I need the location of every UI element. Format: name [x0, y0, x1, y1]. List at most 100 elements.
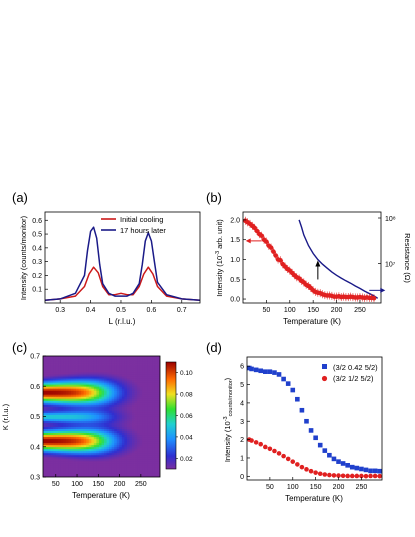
panel-d-xtick-label: 50	[266, 484, 274, 491]
panel-d-ytick-label: 6	[240, 364, 244, 371]
panel-d-point-square	[345, 463, 350, 468]
panel-d-point-circle	[313, 470, 318, 475]
panel-b-ylabel-pre: Intensity (10	[215, 256, 224, 297]
panel-c-ytick-label: 0.4	[30, 444, 40, 451]
panel-d-point-square	[313, 435, 318, 440]
panel-b-ytick-label: 1.0	[230, 257, 240, 264]
legend-marker-1-2	[322, 376, 327, 381]
panel-d-ytick-label: 3	[240, 419, 244, 426]
panel-d-point-square	[277, 372, 282, 377]
panel-c-colorbar-tick-label: 0.06	[180, 413, 193, 420]
panel-d-xtick-label: 150	[310, 484, 322, 491]
panel-c-xtick-label: 150	[92, 481, 104, 488]
panel-label-c: (c)	[12, 340, 27, 355]
panel-b-marks	[243, 217, 378, 303]
panel-c-colorbar	[166, 362, 176, 469]
panel-a-xtick-label: 0.6	[147, 307, 157, 314]
panel-b-xlabel: Temperature (K)	[283, 317, 341, 326]
panel-d-xlabel: Temperature (K)	[285, 494, 343, 503]
panel-a-legend: Initial cooling 17 hours later	[101, 215, 166, 235]
panel-b-ylabel-post: arb. unit)	[215, 219, 224, 251]
panel-c-xtick-label: 50	[52, 481, 60, 488]
panel-b-point	[259, 233, 264, 238]
panel-c-ytick-label: 0.3	[30, 475, 40, 482]
panel-c-xtick-label: 100	[71, 481, 83, 488]
panel-b-ytick-label: 0.5	[230, 277, 240, 284]
panel-a-ytick-label: 0.1	[32, 287, 42, 294]
panel-a-xlabel: L (r.l.u.)	[109, 317, 136, 326]
panel-c-ylabel: K (r.l.u.)	[1, 403, 10, 430]
panel-d-point-square	[286, 381, 291, 386]
legend-marker-0.42	[322, 364, 327, 369]
panel-b-xtick-label: 200	[331, 307, 343, 314]
panel-d-xtick-label: 250	[356, 484, 368, 491]
panel-b-xtick-label: 250	[354, 307, 366, 314]
panel-d-point-square	[336, 459, 341, 464]
panel-d-point-circle	[254, 440, 259, 445]
panel-d-point-square	[332, 457, 337, 462]
panel-d-point-square	[304, 419, 309, 424]
panel-b-arrowhead-right	[380, 288, 385, 293]
panel-d-legend: (3/2 0.42 5/2) (3/2 1/2 5/2)	[322, 363, 378, 383]
panel-b-ytick-label: 1.5	[230, 237, 240, 244]
panel-d-point-circle	[327, 473, 332, 478]
panel-d-point-square	[263, 369, 268, 374]
panel-b-ytick-label: 0.0	[230, 297, 240, 304]
panel-d-point-square	[364, 468, 369, 473]
panel-d-point-circle	[277, 451, 282, 456]
panel-d-point-square	[249, 367, 254, 372]
panel-b-point	[372, 296, 377, 301]
panel-d-point-square	[290, 388, 295, 393]
panel-d-point-circle	[350, 474, 355, 479]
panel-d-point-square	[272, 370, 277, 375]
panel-d-point-circle	[332, 473, 337, 478]
panel-b-point	[264, 239, 269, 244]
panel-a-xtick-label: 0.3	[55, 307, 65, 314]
panel-c-colorbar-ticks: 0.020.040.060.080.10	[176, 370, 193, 463]
panel-d-point-square	[318, 443, 323, 448]
panel-d-point-square	[359, 467, 364, 472]
panel-d-point-square	[373, 469, 378, 474]
panel-b-point	[269, 245, 274, 250]
panel-c-colorbar-tick-label: 0.10	[180, 370, 193, 377]
panel-c: 50 100 150 200 2500.30.40.50.60.7 0.020.040.…	[1, 354, 193, 501]
panel-a: 0.3 0.4 0.5 0.6 0.70.10.20.30.40.50.6 L (r.l…	[19, 212, 200, 326]
panel-d-point-square	[281, 377, 286, 382]
panel-a-ytick-label: 0.4	[32, 245, 42, 252]
panel-d-point-square	[268, 369, 273, 374]
panel-a-ytick-label: 0.2	[32, 273, 42, 280]
panel-c-marks	[43, 356, 160, 477]
panel-d-point-circle	[309, 469, 314, 474]
panel-b-point	[273, 253, 278, 258]
panel-a-ytick-label: 0.5	[32, 232, 42, 239]
panel-d-ytick-label: 4	[240, 400, 244, 407]
panel-c-colorbar-tick-label: 0.02	[180, 456, 193, 463]
panel-c-xtick-label: 250	[135, 481, 147, 488]
panel-a-xtick-label: 0.7	[177, 307, 187, 314]
panel-b-ylabel: Intensity (10-3 arb. unit)	[215, 219, 224, 297]
panel-d-point-circle	[322, 472, 327, 477]
panel-c-xlabel: Temperature (K)	[72, 491, 130, 500]
panel-d-point-circle	[364, 474, 369, 479]
panel-d-point-circle	[368, 474, 373, 479]
panel-a-marks	[45, 227, 200, 300]
panel-d-point-square	[350, 465, 355, 470]
panel-d-point-square	[309, 428, 314, 433]
panel-d-point-circle	[281, 454, 286, 459]
panel-d-ytick-label: 0	[240, 474, 244, 481]
panel-c-xtick-label: 200	[114, 481, 126, 488]
panel-d-point-square	[341, 461, 346, 466]
panel-d-point-square	[295, 397, 300, 402]
panel-d-point-square	[300, 408, 305, 413]
panel-d-point-circle	[300, 465, 305, 470]
panel-b-ytick-label: 2.0	[230, 217, 240, 224]
panel-d-point-square	[327, 453, 332, 458]
panel-d-point-circle	[318, 471, 323, 476]
panel-b-ylabel2: Resistance (Ω)	[403, 233, 412, 283]
panel-b-arrowhead-left	[246, 238, 251, 243]
panel-d-point-square	[322, 448, 327, 453]
legend-label-17-hours: 17 hours later	[120, 226, 166, 235]
panel-d-ylabel-pre: Intensity (10	[223, 421, 232, 462]
panel-d-point-circle	[249, 438, 254, 443]
